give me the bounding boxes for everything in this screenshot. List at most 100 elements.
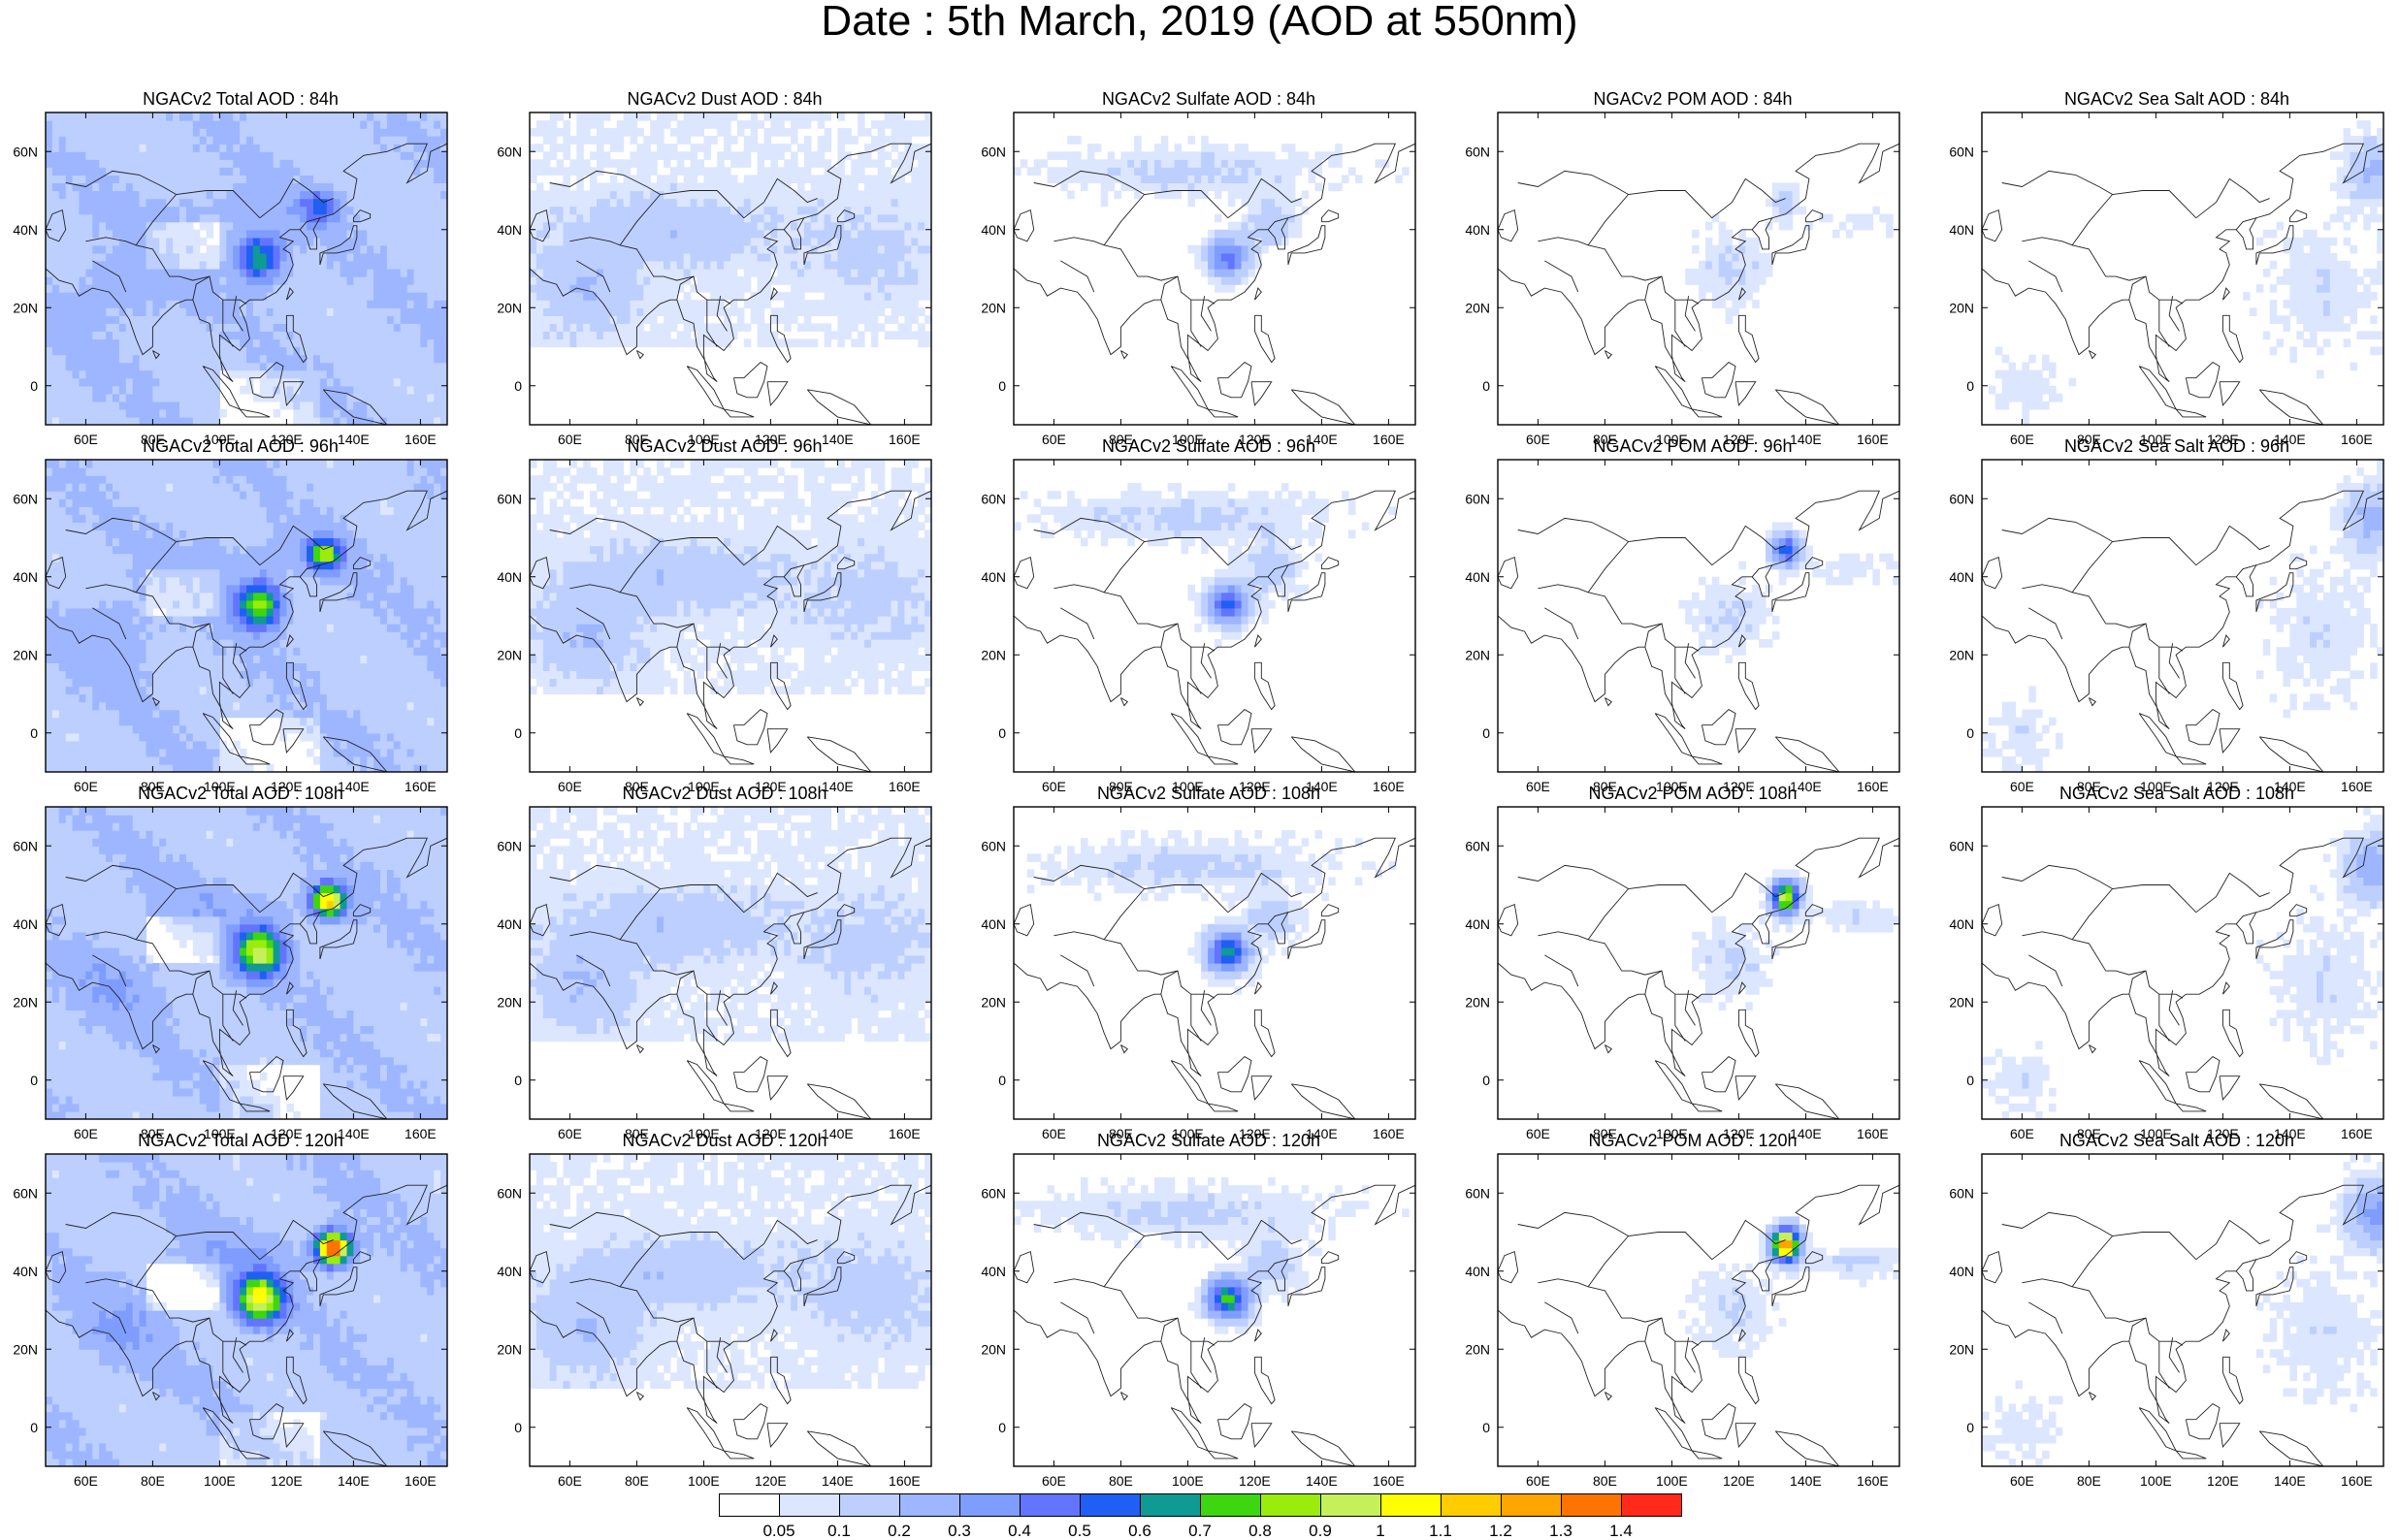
- lon-tick-label: 160E: [889, 1126, 921, 1141]
- lat-tick-label: 60N: [1465, 1185, 1490, 1201]
- aod-field: [1982, 1154, 2383, 1466]
- lon-tick-label: 60E: [1526, 1126, 1550, 1141]
- colorbar-label: 0.8: [1248, 1523, 1272, 1540]
- lat-tick-label: 0: [1966, 1073, 1974, 1088]
- lon-tick-label: 160E: [889, 779, 921, 794]
- map-frame: [1013, 459, 1416, 773]
- lat-tick-label: 0: [30, 1073, 38, 1088]
- lat-tick-label: 40N: [497, 222, 522, 238]
- lon-tick-label: 140E: [822, 1473, 854, 1489]
- lon-tick-label: 100E: [1172, 1473, 1204, 1489]
- panel-title: NGACv2 Sea Salt AOD : 96h: [1935, 436, 2399, 456]
- lon-tick-label: 80E: [625, 432, 649, 447]
- aod-field: [530, 460, 931, 695]
- lon-tick-label: 100E: [688, 1126, 720, 1141]
- lon-tick-label: 100E: [2140, 432, 2172, 447]
- coastlines: [1498, 143, 1899, 425]
- map-panel-total-120h: NGACv2 Total AOD : 120h 60E 80E 100E 120E 140…: [0, 1131, 482, 1489]
- map-panel-sulfate-120h: NGACv2 Sulfate AOD : 120h 60E 80E 100E 120E 1…: [967, 1131, 1450, 1489]
- lat-tick-label: 20N: [13, 647, 38, 662]
- panel-grid: NGACv2 Total AOD : 84h 60E 80E 100E 120E 140E…: [0, 89, 2399, 1489]
- lat-tick-label: 20N: [1949, 1341, 1974, 1357]
- lat-tick-label: 40N: [497, 1264, 522, 1279]
- map-panel-total-96h: NGACv2 Total AOD : 96h 60E 80E 100E 120E 140E…: [0, 436, 482, 794]
- lon-tick-label: 80E: [625, 779, 649, 794]
- colorbar-swatch: [1380, 1493, 1442, 1517]
- lon-tick-label: 160E: [889, 1473, 921, 1489]
- lat-tick-label: 40N: [497, 916, 522, 932]
- map-frame: [1981, 112, 2384, 426]
- aod-field: [530, 807, 931, 1043]
- aod-field: [46, 1154, 447, 1466]
- lon-tick-label: 160E: [1857, 432, 1889, 447]
- map-panel-dust-108h: NGACv2 Dust AOD : 108h 60E 80E 100E 120E 140E…: [483, 784, 966, 1141]
- lon-tick-label: 160E: [1373, 1126, 1405, 1141]
- lon-tick-label: 100E: [1656, 779, 1688, 794]
- aod-field: [1014, 136, 1410, 293]
- lon-tick-label: 120E: [271, 779, 303, 794]
- lat-tick-label: 0: [998, 725, 1006, 741]
- colorbar-label: 0.7: [1188, 1523, 1212, 1540]
- colorbar-swatch: [1621, 1493, 1682, 1517]
- lon-tick-label: 60E: [74, 432, 98, 447]
- lon-tick-label: 100E: [204, 1126, 236, 1141]
- lat-tick-label: 40N: [13, 1264, 38, 1279]
- lon-tick-label: 80E: [1109, 1126, 1133, 1141]
- panel-title: NGACv2 Total AOD : 108h: [0, 784, 482, 803]
- map-panel-dust-120h: NGACv2 Dust AOD : 120h 60E 80E 100E 120E 140E…: [483, 1131, 966, 1489]
- panel-title: NGACv2 Sulfate AOD : 120h: [967, 1131, 1450, 1150]
- coastlines: [1014, 143, 1415, 425]
- lon-tick-label: 160E: [1857, 1473, 1889, 1489]
- colorbar-swatch: [1080, 1493, 1141, 1517]
- lat-tick-label: 20N: [1465, 1341, 1490, 1357]
- coastlines: [530, 490, 931, 772]
- coastlines: [530, 143, 931, 425]
- lon-tick-label: 60E: [1526, 779, 1550, 794]
- lon-tick-label: 100E: [2140, 779, 2172, 794]
- lat-tick-label: 40N: [1949, 222, 1974, 238]
- panel-title: NGACv2 Total AOD : 120h: [0, 1131, 482, 1150]
- lat-tick-label: 0: [998, 1420, 1006, 1435]
- lon-tick-label: 120E: [1723, 1473, 1755, 1489]
- lat-tick-label: 0: [1966, 1420, 1974, 1435]
- lat-tick-label: 0: [1482, 725, 1490, 741]
- lon-tick-label: 120E: [1723, 1126, 1755, 1141]
- colorbar-swatch: [839, 1493, 900, 1517]
- map-frame: [1981, 459, 2384, 773]
- lon-tick-label: 100E: [1172, 1126, 1204, 1141]
- lat-tick-label: 0: [30, 378, 38, 394]
- lon-tick-label: 160E: [1373, 1473, 1405, 1489]
- map-panel-dust-96h: NGACv2 Dust AOD : 96h 60E 80E 100E 120E 140E 1…: [483, 436, 966, 794]
- coastlines: [46, 1184, 447, 1466]
- lat-tick-label: 0: [514, 725, 522, 741]
- map-frame: [1497, 112, 1900, 426]
- panel-title: NGACv2 Dust AOD : 108h: [483, 784, 966, 803]
- colorbar-label: 0.5: [1068, 1523, 1091, 1540]
- lat-tick-label: 20N: [497, 647, 522, 662]
- map-plot: 60E 80E 100E 120E 140E 160E 60N 40N 20N 0: [1949, 1153, 2384, 1489]
- lon-tick-label: 100E: [1172, 779, 1204, 794]
- coastlines: [1498, 1184, 1899, 1466]
- map-panel-dust-84h: NGACv2 Dust AOD : 84h 60E 80E 100E 120E 140E 1…: [483, 89, 966, 447]
- map-panel-total-108h: NGACv2 Total AOD : 108h 60E 80E 100E 120E 140…: [0, 784, 482, 1141]
- lon-tick-label: 160E: [1373, 779, 1405, 794]
- lon-tick-label: 60E: [1042, 432, 1066, 447]
- coastlines: [1014, 1184, 1415, 1466]
- lon-tick-label: 120E: [1239, 1473, 1271, 1489]
- lon-tick-label: 60E: [558, 1126, 582, 1141]
- colorbar-legend: 0.05 0.1 0.2 0.3 0.4 0.5 0.6 0.7 0.8 0.9 1 1.1 1.2 1.…: [719, 1493, 1682, 1540]
- lon-tick-label: 160E: [2341, 1473, 2373, 1489]
- coastlines: [46, 490, 447, 772]
- lon-tick-label: 60E: [558, 779, 582, 794]
- lon-tick-label: 60E: [2010, 779, 2034, 794]
- coastlines: [1982, 1184, 2383, 1466]
- panel-title: NGACv2 Sulfate AOD : 84h: [967, 89, 1450, 109]
- lon-tick-label: 100E: [204, 1473, 236, 1489]
- lat-tick-label: 20N: [13, 1341, 38, 1357]
- colorbar-swatch: [1260, 1493, 1321, 1517]
- lat-tick-label: 60N: [13, 1185, 38, 1201]
- lon-tick-label: 80E: [1109, 1473, 1133, 1489]
- lon-tick-label: 100E: [204, 432, 236, 447]
- lat-tick-label: 40N: [13, 916, 38, 932]
- lon-tick-label: 60E: [2010, 1126, 2034, 1141]
